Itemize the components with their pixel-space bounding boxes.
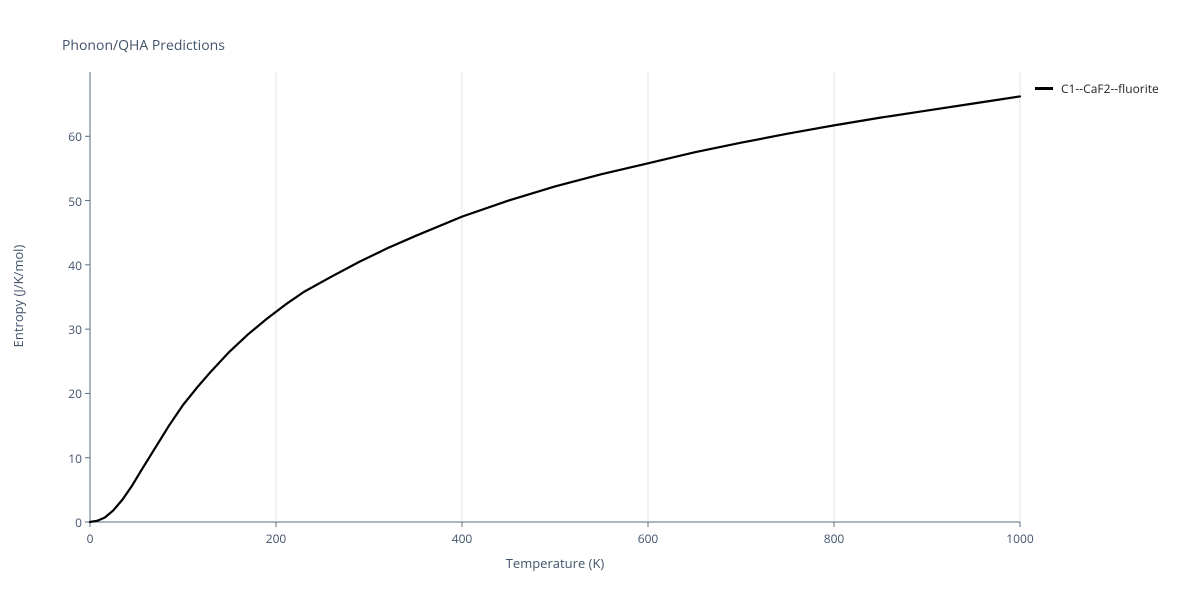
x-tick-label: 400 (447, 530, 477, 547)
legend-swatch (1035, 87, 1053, 90)
x-tick-label: 1000 (1005, 530, 1035, 547)
y-axis-label: Entropy (J/K/mol) (9, 236, 27, 356)
y-tick-label: 60 (60, 128, 82, 145)
y-tick-label: 50 (60, 193, 82, 210)
legend-label: C1--CaF2--fluorite (1061, 80, 1159, 97)
x-tick-label: 0 (75, 530, 105, 547)
y-tick-label: 40 (60, 257, 82, 274)
chart-container: { "chart": { "type": "line", "title": "P… (0, 0, 1200, 600)
x-tick-label: 800 (819, 530, 849, 547)
x-tick-label: 600 (633, 530, 663, 547)
plot-area (90, 72, 1022, 524)
y-tick-label: 30 (60, 321, 82, 338)
y-tick-label: 10 (60, 450, 82, 467)
y-tick-label: 20 (60, 385, 82, 402)
x-tick-label: 200 (261, 530, 291, 547)
y-tick-label: 0 (60, 514, 82, 531)
legend: C1--CaF2--fluorite (1035, 80, 1159, 97)
x-axis-label: Temperature (K) (495, 554, 615, 572)
chart-title: Phonon/QHA Predictions (62, 36, 225, 55)
